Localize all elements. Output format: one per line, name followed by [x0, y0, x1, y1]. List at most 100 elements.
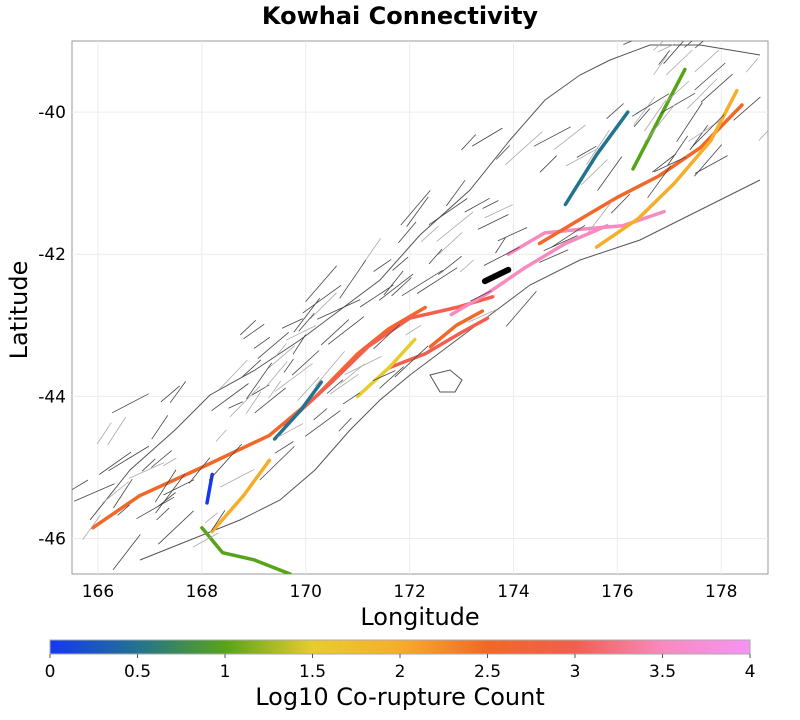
background-fault	[684, 41, 693, 48]
background-fault	[220, 469, 255, 488]
background-fault	[211, 383, 249, 412]
background-fault	[329, 373, 359, 395]
background-fault	[653, 156, 686, 173]
background-fault	[391, 277, 412, 297]
background-fault	[437, 232, 463, 255]
background-fault	[342, 392, 360, 405]
background-fault	[339, 260, 367, 299]
fault-hope-fault	[449, 224, 609, 317]
background-fault	[394, 345, 429, 378]
background-fault	[706, 0, 735, 1]
background-fault	[496, 145, 510, 160]
background-fault	[383, 270, 404, 296]
background-fault	[163, 479, 195, 496]
background-fault	[565, 147, 599, 167]
background-fault	[663, 41, 684, 64]
fault-otago-2	[200, 526, 292, 574]
background-fault	[687, 78, 717, 109]
background-fault	[113, 478, 133, 509]
x-tick-label: 178	[705, 582, 737, 602]
background-fault	[281, 318, 303, 329]
colorbar-tick-label: 4	[745, 662, 756, 682]
background-fault	[446, 180, 466, 207]
background-fault	[758, 130, 768, 141]
background-fault	[208, 443, 242, 481]
colorbar-tick-label: 0.5	[124, 662, 151, 682]
x-tick-label: 166	[82, 582, 114, 602]
background-fault	[461, 134, 477, 151]
background-fault	[277, 423, 304, 438]
background-fault	[188, 457, 211, 484]
background-fault	[111, 393, 149, 414]
background-fault	[581, 159, 608, 186]
background-fault	[401, 269, 443, 297]
background-fault	[108, 445, 150, 472]
background-fault	[151, 450, 172, 468]
x-tick-label: 168	[186, 582, 218, 602]
background-fault	[606, 103, 624, 119]
background-fault	[192, 532, 219, 548]
background-fault	[667, 135, 689, 166]
background-fault	[694, 49, 720, 73]
background-fault	[246, 362, 272, 400]
background-fault	[302, 285, 342, 314]
background-fault	[155, 473, 186, 514]
background-fault	[400, 190, 431, 226]
colorbar-tick-label: 1.5	[299, 662, 326, 682]
fault-fiordland	[205, 472, 214, 505]
background-fault	[158, 510, 194, 545]
background-fault	[652, 153, 677, 173]
colorbar-tick-label: 1	[220, 662, 231, 682]
background-faults	[72, 0, 768, 570]
background-fault	[305, 410, 341, 437]
background-fault	[676, 102, 703, 143]
background-fault	[297, 376, 320, 401]
background-fault	[257, 331, 289, 359]
background-fault	[245, 391, 262, 414]
background-fault	[156, 507, 170, 521]
background-fault	[428, 248, 443, 265]
background-fault	[292, 334, 306, 355]
background-fault	[305, 265, 338, 302]
background-fault	[623, 41, 633, 45]
colorbar-tick-label: 0	[45, 662, 56, 682]
background-fault	[99, 451, 132, 475]
fault-wellington	[537, 103, 744, 246]
background-fault	[653, 55, 668, 75]
colorbar-label: Log10 Co-rupture Count	[255, 683, 545, 711]
background-fault	[658, 50, 671, 65]
y-tick-label: -44	[38, 387, 66, 407]
background-fault	[392, 256, 409, 271]
background-fault	[438, 255, 462, 275]
background-fault	[420, 225, 439, 243]
background-fault	[416, 267, 458, 294]
y-axis-label-box: Latitude	[4, 261, 34, 360]
background-fault	[505, 131, 543, 166]
background-fault	[274, 363, 313, 392]
background-fault	[268, 345, 295, 369]
x-tick-label: 176	[601, 582, 633, 602]
background-fault	[470, 290, 492, 302]
fault-canterbury-1	[387, 316, 490, 370]
background-fault	[746, 23, 767, 33]
background-fault	[228, 401, 243, 409]
background-fault	[275, 343, 287, 356]
background-fault	[326, 379, 344, 394]
background-fault	[467, 309, 497, 323]
background-fault	[204, 512, 218, 524]
colorbar-tick-label: 2.5	[474, 662, 501, 682]
background-fault	[373, 324, 400, 350]
background-fault	[543, 235, 578, 252]
background-fault	[320, 319, 350, 346]
background-fault	[215, 429, 227, 442]
background-fault	[482, 200, 499, 209]
background-fault	[495, 237, 506, 254]
fault-ruptures	[91, 67, 744, 574]
fault-canterbury-3	[428, 309, 485, 349]
background-fault	[128, 462, 165, 479]
colorbar-tick-label: 3.5	[649, 662, 676, 682]
background-fault	[151, 415, 169, 440]
fault-northern-teal	[563, 110, 630, 207]
background-fault	[497, 227, 528, 242]
